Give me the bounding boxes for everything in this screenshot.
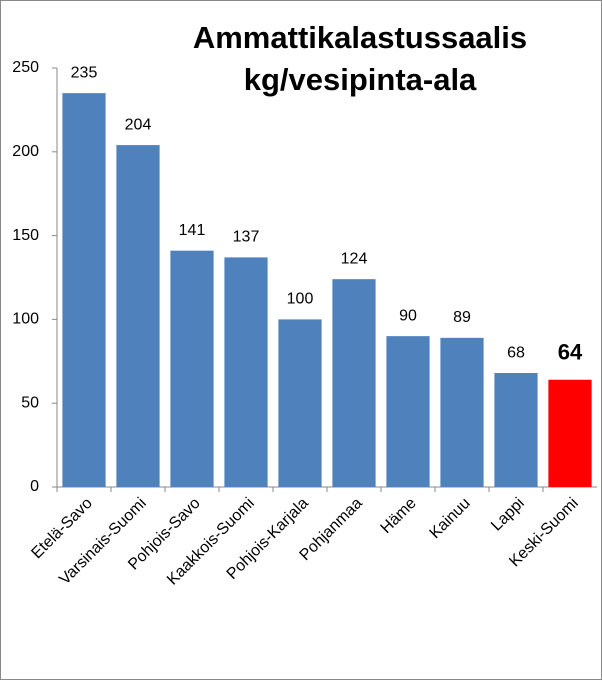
chart-title: kg/vesipinta-ala xyxy=(244,62,477,97)
bar xyxy=(440,337,484,487)
data-label: 64 xyxy=(558,340,583,365)
bar xyxy=(386,336,430,487)
data-label: 68 xyxy=(507,344,525,361)
bar xyxy=(548,379,592,487)
y-tick-label: 200 xyxy=(12,143,39,160)
data-label: 90 xyxy=(399,307,417,324)
data-label: 235 xyxy=(71,64,98,81)
data-label: 141 xyxy=(179,222,206,239)
bar xyxy=(224,257,268,487)
data-label: 124 xyxy=(341,250,368,267)
data-label: 89 xyxy=(453,309,471,326)
bar xyxy=(116,145,160,487)
chart-title: Ammattikalastussaalis xyxy=(193,20,527,55)
y-tick-label: 50 xyxy=(21,394,39,411)
y-tick-label: 150 xyxy=(12,227,39,244)
bar xyxy=(170,250,214,487)
bar xyxy=(62,93,106,487)
bar xyxy=(332,279,376,487)
data-label: 137 xyxy=(233,229,260,246)
y-tick-label: 0 xyxy=(30,478,39,495)
data-label: 100 xyxy=(287,291,314,308)
y-tick-label: 250 xyxy=(12,59,39,76)
bar xyxy=(278,319,322,487)
data-label: 204 xyxy=(125,116,152,133)
bar xyxy=(494,373,538,487)
y-tick-label: 100 xyxy=(12,311,39,328)
